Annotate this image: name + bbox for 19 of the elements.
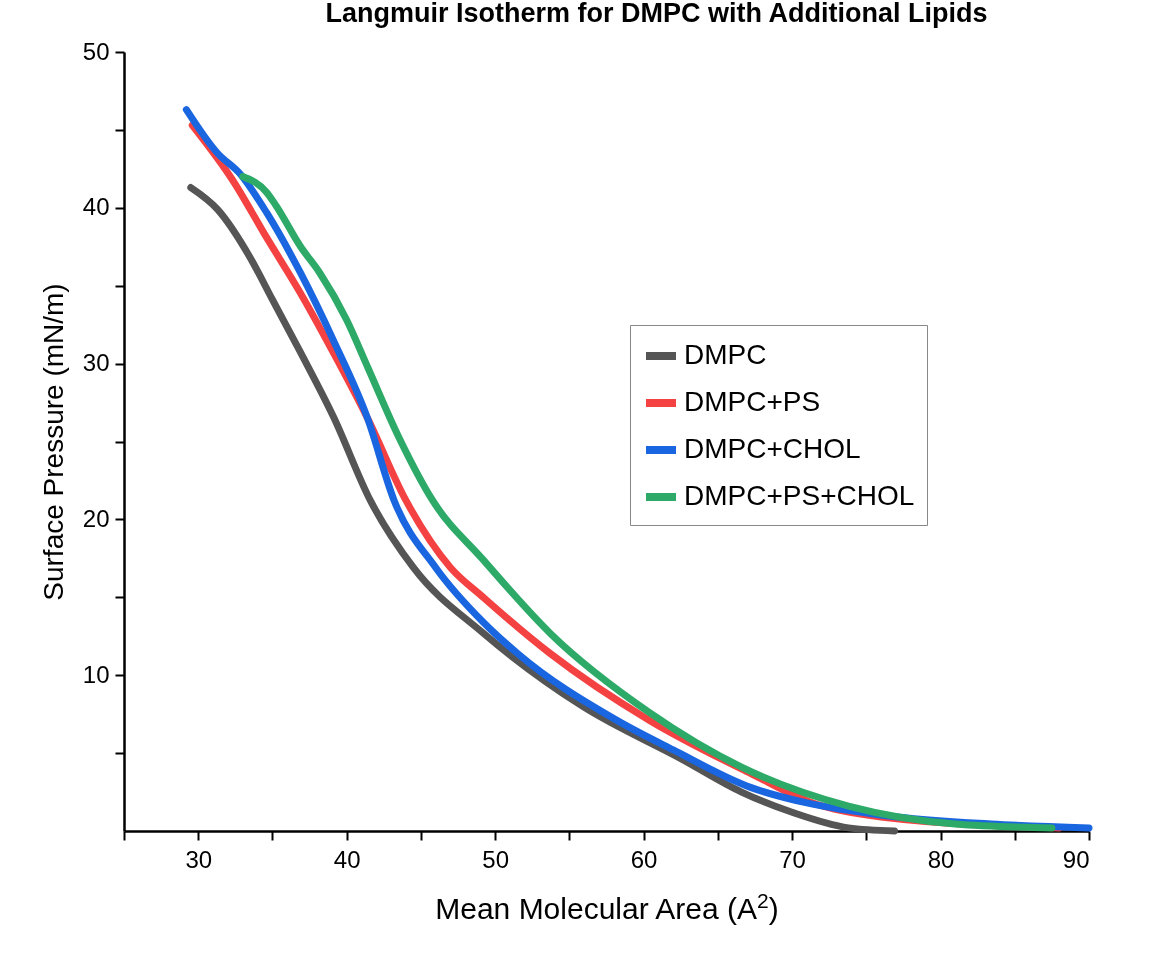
- chart-title: Langmuir Isotherm for DMPC with Additional Lipids: [325, 0, 988, 28]
- legend-label: DMPC: [684, 339, 767, 370]
- x-tick-label: 60: [630, 845, 658, 873]
- x-tick-label: 80: [927, 845, 955, 873]
- legend-label: DMPC+PS+CHOL: [684, 480, 915, 511]
- legend-label: DMPC+PS: [684, 386, 821, 417]
- y-tick-label: 40: [82, 193, 110, 221]
- y-tick-label: 10: [82, 660, 110, 688]
- x-tick-label: 70: [779, 845, 806, 873]
- y-tick-label: 30: [82, 349, 110, 377]
- x-tick-label: 40: [333, 845, 361, 873]
- x-tick-label: 90: [1062, 845, 1090, 873]
- x-axis-title: Mean Molecular Area (A$^{2}$): [435, 888, 779, 925]
- x-tick-label: 30: [185, 845, 213, 873]
- y-axis-title: Surface Pressure (mN/m): [37, 283, 69, 601]
- x-tick-label: 50: [482, 845, 510, 873]
- legend-label: DMPC+CHOL: [684, 433, 861, 464]
- y-tick-label: 50: [82, 37, 110, 65]
- y-tick-label: 20: [82, 504, 110, 532]
